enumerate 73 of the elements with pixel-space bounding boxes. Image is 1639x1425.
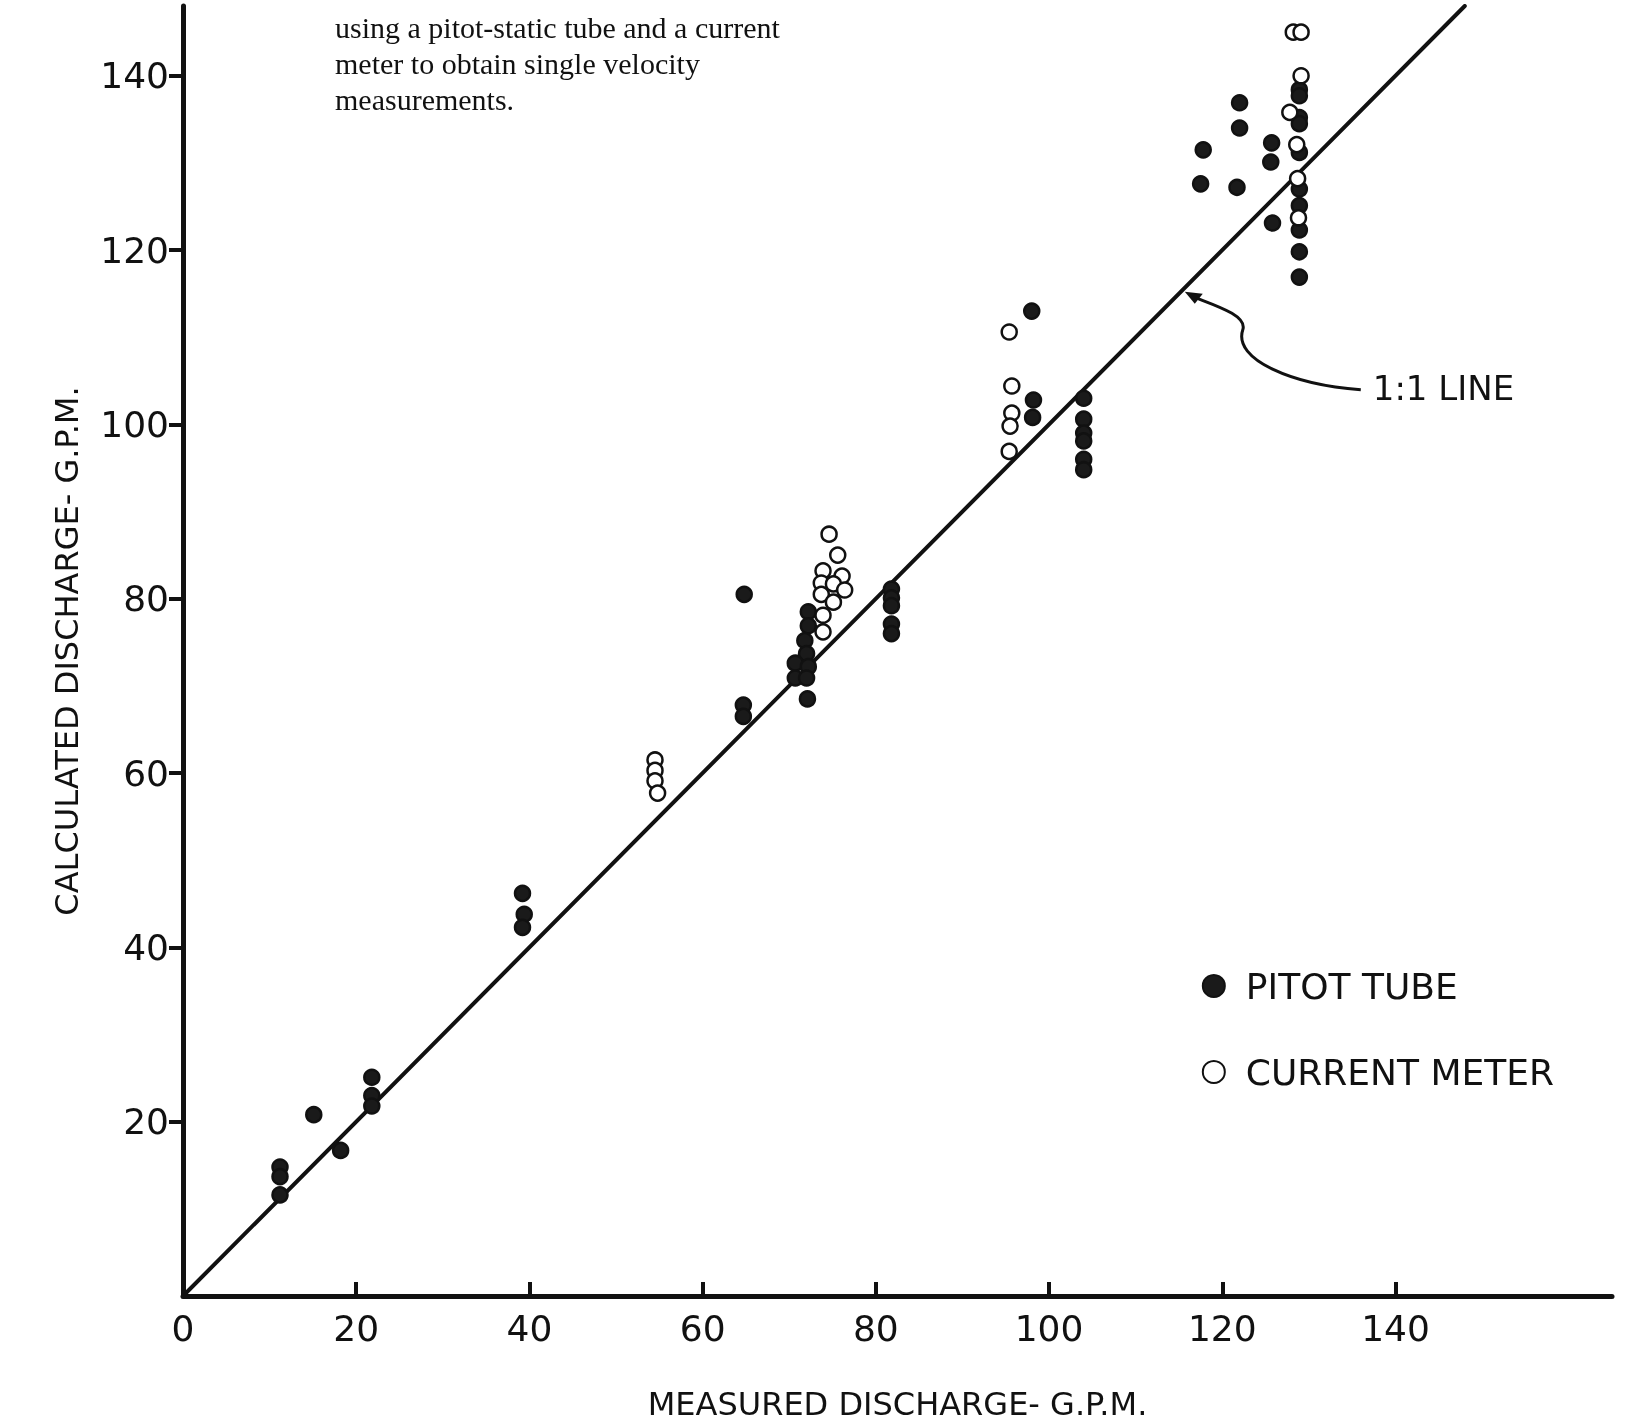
point (1288, 169, 1307, 188)
annotation: 1:1 LINE (1372, 367, 1515, 408)
x-axis-title: MEASURED DISCHARGE- G.P.M. (647, 1385, 1148, 1423)
point (1074, 410, 1093, 428)
point (1000, 323, 1018, 341)
point (814, 623, 832, 641)
point (1230, 119, 1249, 137)
y-tick-label: 60 (123, 752, 169, 794)
point (1263, 214, 1282, 232)
point (513, 884, 532, 903)
point (648, 784, 667, 802)
x-tick-label: 120 (1187, 1307, 1257, 1349)
point (1023, 408, 1042, 427)
point (797, 669, 816, 687)
point (331, 1141, 350, 1160)
point (1292, 23, 1310, 41)
point (1000, 442, 1018, 461)
x-tick-label: 0 (171, 1307, 195, 1349)
point (513, 918, 532, 937)
text: using a pitot-static tube and a current meter to obtain single velocity measurements. (335, 10, 788, 116)
point (1290, 87, 1309, 105)
point (799, 616, 818, 635)
point (363, 1068, 381, 1086)
point (1003, 377, 1021, 395)
point (814, 606, 832, 625)
x-tick-label: 140 (1361, 1307, 1430, 1349)
point (1290, 268, 1309, 286)
point (1262, 134, 1281, 152)
x-tick-label: 60 (679, 1307, 726, 1349)
point (271, 1186, 289, 1204)
legend-label: PITOT TUBE (1245, 965, 1458, 1007)
point (882, 624, 901, 643)
point (882, 596, 901, 615)
y-tick-label: 120 (100, 229, 169, 271)
point (734, 707, 753, 726)
point (1290, 243, 1309, 261)
y-tick-label: 140 (100, 55, 169, 97)
point (829, 546, 847, 564)
point (271, 1167, 289, 1186)
point (1281, 103, 1299, 122)
point (1194, 141, 1212, 159)
point (1292, 66, 1310, 85)
y-tick-label: 20 (123, 1101, 169, 1143)
point (1228, 178, 1246, 197)
point (1262, 153, 1280, 171)
point (735, 585, 753, 604)
point (1191, 175, 1210, 193)
point (1023, 302, 1041, 320)
point (1288, 135, 1306, 154)
y-tick-label: 40 (123, 926, 169, 968)
point (305, 1105, 323, 1124)
x-tick-label: 40 (506, 1307, 553, 1349)
point (1230, 94, 1249, 112)
point (1074, 389, 1093, 407)
y-tick-label: 100 (100, 403, 169, 445)
point (1290, 114, 1309, 133)
x-tick-label: 100 (1014, 1307, 1084, 1349)
legend-label: CURRENT METER (1245, 1051, 1555, 1093)
x-tick-label: 80 (852, 1307, 899, 1349)
point (798, 690, 817, 708)
y-axis-title: CALCULATED DISCHARGE- G.P.M. (48, 386, 86, 916)
point (1024, 391, 1043, 409)
point (1074, 460, 1093, 479)
point (812, 585, 831, 604)
point (820, 525, 838, 543)
point (363, 1097, 381, 1115)
point (835, 581, 854, 599)
y-tick-label: 80 (123, 578, 169, 620)
point (1074, 432, 1093, 450)
point (1289, 209, 1308, 227)
x-tick-label: 20 (333, 1307, 380, 1349)
point (1001, 417, 1019, 435)
point (824, 593, 843, 611)
